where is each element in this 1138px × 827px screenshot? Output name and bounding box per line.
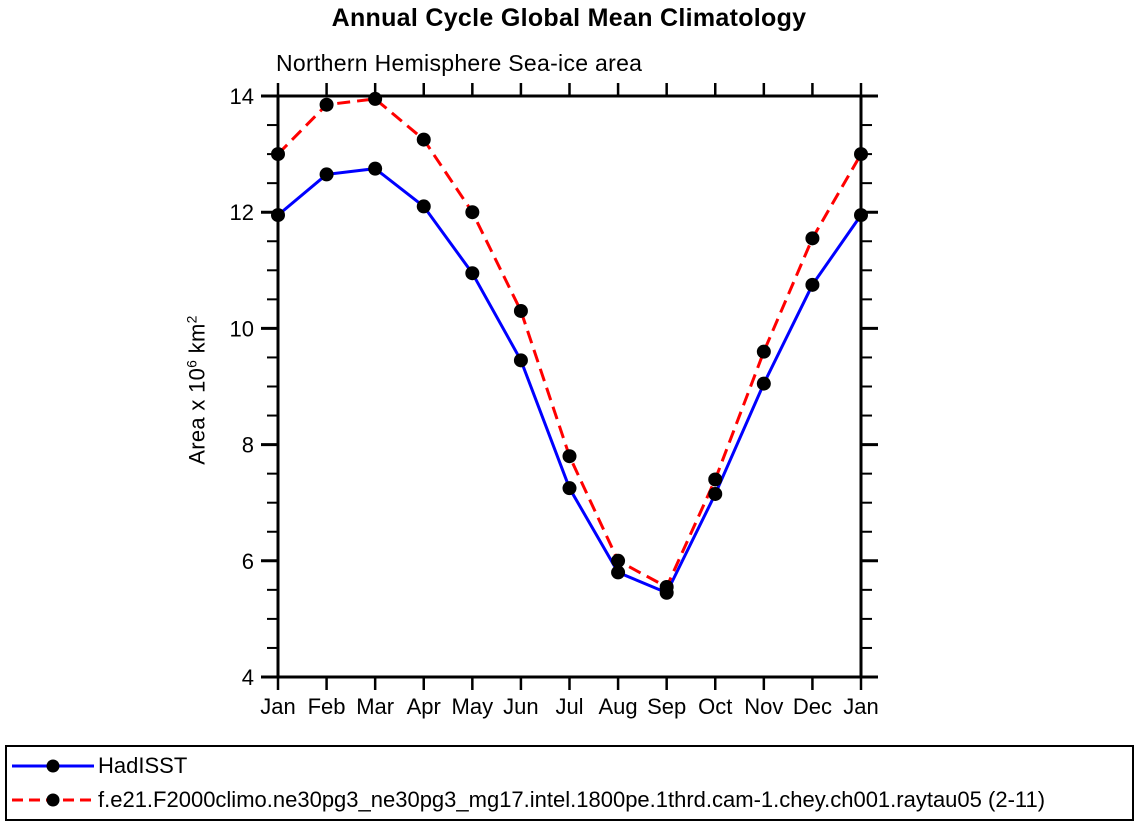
data-point bbox=[562, 449, 577, 464]
hadisst-markers bbox=[271, 161, 868, 600]
model-run-markers bbox=[271, 91, 868, 594]
y-tick-label: 14 bbox=[230, 84, 254, 109]
data-point bbox=[465, 205, 480, 220]
data-point bbox=[659, 579, 674, 594]
legend-marker bbox=[46, 759, 60, 773]
data-point bbox=[708, 472, 723, 487]
x-tick-label: Jun bbox=[503, 694, 538, 719]
data-point bbox=[805, 231, 820, 246]
data-point bbox=[368, 91, 383, 106]
data-point bbox=[319, 167, 334, 182]
x-tick-label: Aug bbox=[599, 694, 638, 719]
data-point bbox=[562, 481, 577, 496]
data-point bbox=[416, 132, 431, 147]
legend-label-model-run: f.e21.F2000climo.ne30pg3_ne30pg3_mg17.in… bbox=[98, 787, 1046, 812]
x-axis-ticks: Jan Feb Mar Apr May Jun Jul Aug Sep Oct Nov Dec Jan bbox=[260, 83, 879, 719]
data-point bbox=[465, 266, 480, 281]
data-point bbox=[805, 277, 820, 292]
plot-frame bbox=[276, 94, 863, 679]
chart-title: Annual Cycle Global Mean Climatology bbox=[331, 4, 807, 32]
x-tick-label: Mar bbox=[356, 694, 394, 719]
y-tick-label: 4 bbox=[242, 665, 254, 690]
legend-entry-model-run: f.e21.F2000climo.ne30pg3_ne30pg3_mg17.in… bbox=[10, 783, 1132, 817]
data-point bbox=[513, 303, 528, 318]
chart-subtitle: Northern Hemisphere Sea-ice area bbox=[276, 50, 643, 76]
x-tick-label: May bbox=[452, 694, 494, 719]
hadisst-line bbox=[277, 167, 863, 595]
legend-box: HadISST f.e21.F2000climo.ne30pg3_ne30pg3… bbox=[5, 745, 1134, 821]
x-tick-label: Jan bbox=[260, 694, 295, 719]
data-point bbox=[611, 553, 626, 568]
model-run-line-swatch bbox=[10, 792, 96, 808]
x-tick-label: Sep bbox=[647, 694, 686, 719]
hadisst-line-swatch bbox=[10, 758, 96, 774]
legend-swatch-graphic bbox=[12, 793, 94, 807]
legend-entry-hadisst: HadISST bbox=[10, 749, 1132, 783]
data-point bbox=[416, 199, 431, 214]
data-point bbox=[368, 161, 383, 176]
model-run-line bbox=[276, 97, 863, 590]
data-point bbox=[319, 97, 334, 112]
x-tick-label: Apr bbox=[407, 694, 441, 719]
data-point bbox=[611, 565, 626, 580]
data-point bbox=[513, 353, 528, 368]
y-tick-label: 12 bbox=[230, 200, 254, 225]
x-tick-label: Feb bbox=[308, 694, 346, 719]
x-tick-label: Oct bbox=[698, 694, 732, 719]
data-point bbox=[756, 376, 771, 391]
y-tick-label: 8 bbox=[242, 433, 254, 458]
x-tick-label: Dec bbox=[793, 694, 832, 719]
y-tick-label: 10 bbox=[230, 316, 254, 341]
legend-marker bbox=[46, 793, 60, 807]
data-point bbox=[756, 344, 771, 359]
sea-ice-annual-cycle-plot: 4 6 8 10 12 14 Jan Feb Mar Apr May Jun Jul Aug Sep Oct N… bbox=[230, 83, 879, 719]
x-tick-label: Nov bbox=[744, 694, 783, 719]
legend-label-hadisst: HadISST bbox=[98, 753, 188, 778]
legend-swatch-graphic bbox=[12, 759, 94, 773]
x-tick-label: Jul bbox=[555, 694, 583, 719]
x-tick-label: Jan bbox=[843, 694, 878, 719]
data-point bbox=[708, 486, 723, 501]
y-tick-label: 6 bbox=[242, 549, 254, 574]
